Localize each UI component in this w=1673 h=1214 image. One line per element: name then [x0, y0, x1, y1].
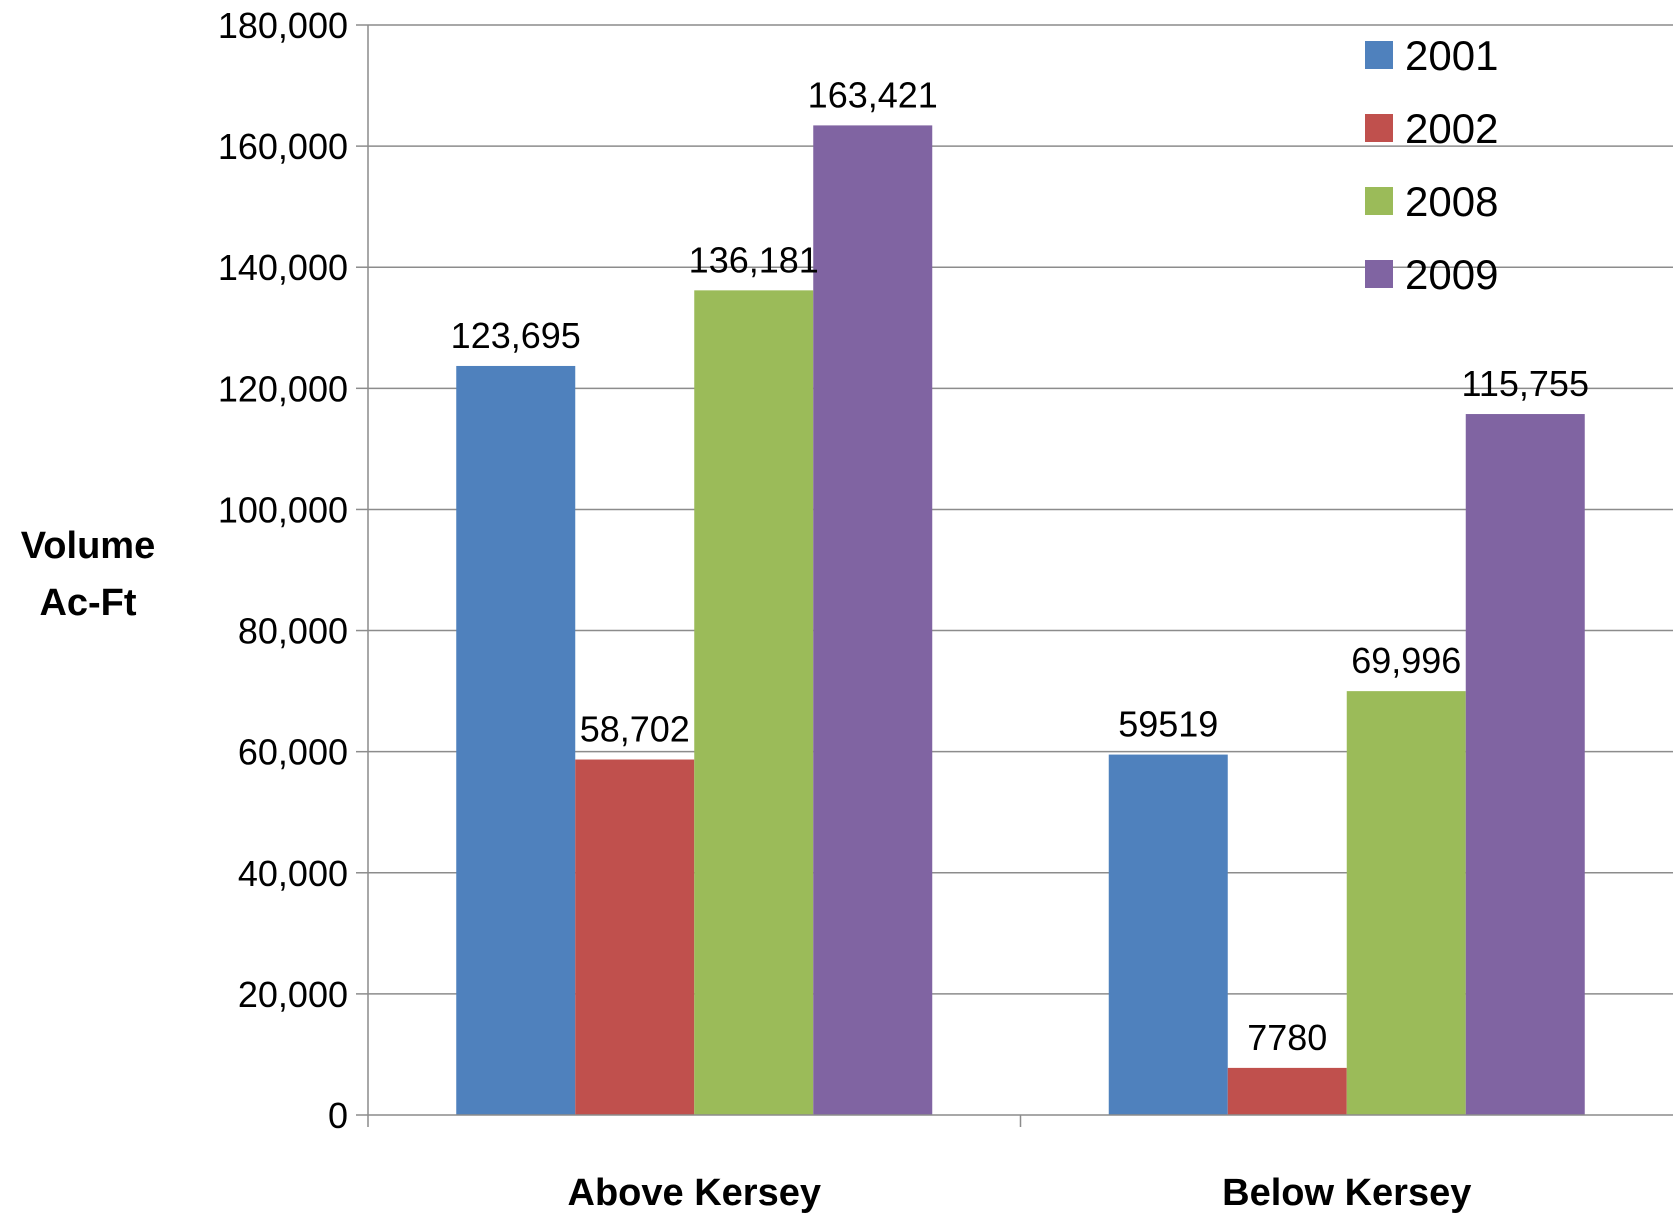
bar	[1108, 754, 1228, 1115]
x-category-label: Below Kersey	[1222, 1172, 1471, 1214]
data-label: 123,695	[451, 315, 581, 356]
bar	[456, 365, 576, 1115]
y-tick-label: 180,000	[218, 5, 348, 46]
legend-swatch	[1365, 187, 1393, 215]
bar	[1346, 691, 1466, 1115]
bar	[575, 759, 695, 1115]
data-label: 7780	[1247, 1017, 1327, 1058]
axes	[367, 25, 1673, 1127]
y-tick-label: 0	[328, 1095, 348, 1136]
legend-label: 2009	[1405, 251, 1498, 298]
data-labels: 123,695 58,702 136,181 163,421 59519 7780 69,9…	[451, 74, 1589, 1057]
legend-label: 2001	[1405, 32, 1498, 79]
y-axis-title-line: Ac-Ft	[39, 582, 136, 624]
data-label: 59519	[1118, 704, 1218, 745]
legend: 2001 2002 2008 2009	[1365, 32, 1498, 298]
data-label: 69,996	[1351, 640, 1461, 681]
legend-label: 2008	[1405, 178, 1498, 225]
legend-label: 2002	[1405, 105, 1498, 152]
data-label: 136,181	[689, 239, 819, 280]
bar	[813, 125, 933, 1115]
bars	[456, 125, 1585, 1115]
y-axis-title-line: Volume	[21, 525, 155, 567]
legend-swatch	[1365, 114, 1393, 142]
data-label: 163,421	[808, 74, 938, 115]
legend-swatch	[1365, 41, 1393, 69]
y-tick-label: 40,000	[238, 853, 348, 894]
y-tick-label: 140,000	[218, 247, 348, 288]
x-category-label: Above Kersey	[568, 1172, 821, 1214]
category-labels: Above Kersey Below Kersey	[568, 1172, 1472, 1214]
y-tick-label: 80,000	[238, 611, 348, 652]
data-label: 115,755	[1462, 363, 1589, 404]
y-tick-label: 160,000	[218, 126, 348, 167]
data-label: 58,702	[580, 709, 690, 750]
bar	[1465, 414, 1585, 1115]
y-tick-label: 20,000	[238, 974, 348, 1015]
y-axis-title: Volume Ac-Ft	[21, 525, 155, 624]
y-tick-label: 120,000	[218, 368, 348, 409]
legend-swatch	[1365, 260, 1393, 288]
bar	[1227, 1067, 1347, 1115]
y-axis-ticks: 0 20,000 40,000 60,000 80,000 100,000 120,000 1…	[218, 5, 368, 1136]
bar	[694, 290, 814, 1115]
y-tick-label: 100,000	[218, 489, 348, 530]
y-tick-label: 60,000	[238, 732, 348, 773]
